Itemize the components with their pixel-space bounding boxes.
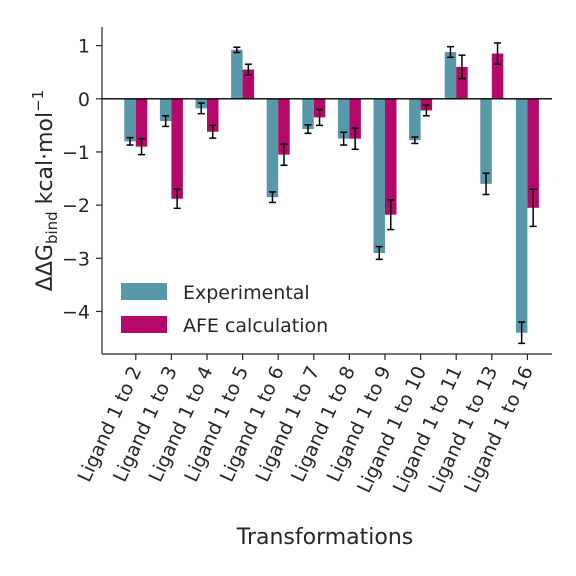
experimental-bar	[337, 98, 350, 139]
y-tick-label: −1	[62, 142, 90, 164]
y-label-main: ΔΔG	[33, 244, 58, 291]
experimental-bar	[266, 98, 279, 198]
experimental-bar	[124, 98, 136, 142]
afe-bar	[242, 69, 255, 99]
experimental-bar	[302, 98, 314, 130]
bars-group	[124, 49, 539, 333]
legend-swatch	[121, 283, 167, 300]
x-axis-label: Transformations	[236, 525, 414, 550]
y-tick-label: −3	[62, 248, 90, 270]
y-tick-label: −2	[62, 195, 90, 217]
afe-bar	[278, 98, 290, 155]
legend: Experimental AFE calculation	[121, 282, 328, 337]
afe-bar	[385, 98, 397, 215]
experimental-bar	[515, 98, 528, 333]
afe-bar	[456, 66, 468, 99]
y-axis-label: ΔΔGbind kcal·mol−1	[29, 90, 61, 291]
y-label-unit: kcal·mol	[33, 112, 58, 211]
y-tick-label: 1	[78, 36, 90, 58]
legend-label: Experimental	[183, 282, 310, 304]
experimental-bar	[480, 98, 492, 184]
legend-swatch	[121, 316, 167, 333]
y-label-superscript: −1	[29, 90, 47, 112]
experimental-bar	[159, 98, 172, 122]
y-label-subscript: bind	[43, 211, 61, 244]
afe-bar	[313, 98, 326, 118]
afe-bar	[171, 98, 183, 199]
y-tick-label: −4	[62, 301, 90, 323]
experimental-bar	[444, 51, 457, 99]
errorbars-group	[126, 42, 537, 345]
afe-bar	[207, 98, 219, 132]
experimental-bar	[231, 49, 243, 99]
afe-bar	[135, 98, 148, 147]
legend-label: AFE calculation	[183, 315, 328, 337]
afe-bar	[349, 98, 361, 139]
afe-bar	[527, 98, 539, 208]
y-axis-ticks: 1 0 −1 −2 −3 −4	[62, 36, 102, 323]
y-tick-label: 0	[78, 89, 90, 111]
afe-bar	[491, 53, 504, 99]
experimental-bar	[409, 98, 421, 141]
experimental-bar	[373, 98, 385, 253]
